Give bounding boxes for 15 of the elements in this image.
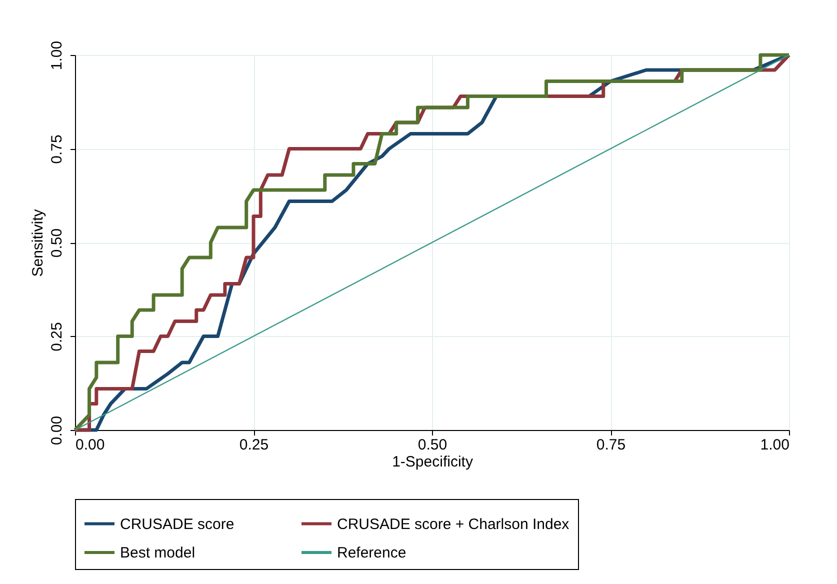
x-tick-label: 0.50 bbox=[418, 436, 448, 454]
legend-label: Best model bbox=[120, 544, 196, 562]
y-tick-label: 0.25 bbox=[48, 322, 66, 352]
x-tick-label: 0.00 bbox=[76, 436, 105, 454]
y-tick-label: 1.00 bbox=[48, 40, 66, 70]
legend-label: CRUSADE score bbox=[120, 516, 234, 533]
x-tick-label: 0.25 bbox=[239, 436, 269, 454]
x-tick-label: 1.00 bbox=[760, 436, 790, 454]
y-axis-title: Sensitivity bbox=[30, 208, 46, 277]
y-tick-label: 0.75 bbox=[48, 134, 66, 164]
y-tick-label: 0.50 bbox=[48, 228, 66, 258]
x-axis-title: 1-Specificity bbox=[392, 454, 474, 470]
legend-label: CRUSADE score + Charlson Index bbox=[337, 516, 570, 533]
x-tick-label: 0.75 bbox=[596, 436, 626, 454]
legend-label: Reference bbox=[337, 544, 406, 562]
